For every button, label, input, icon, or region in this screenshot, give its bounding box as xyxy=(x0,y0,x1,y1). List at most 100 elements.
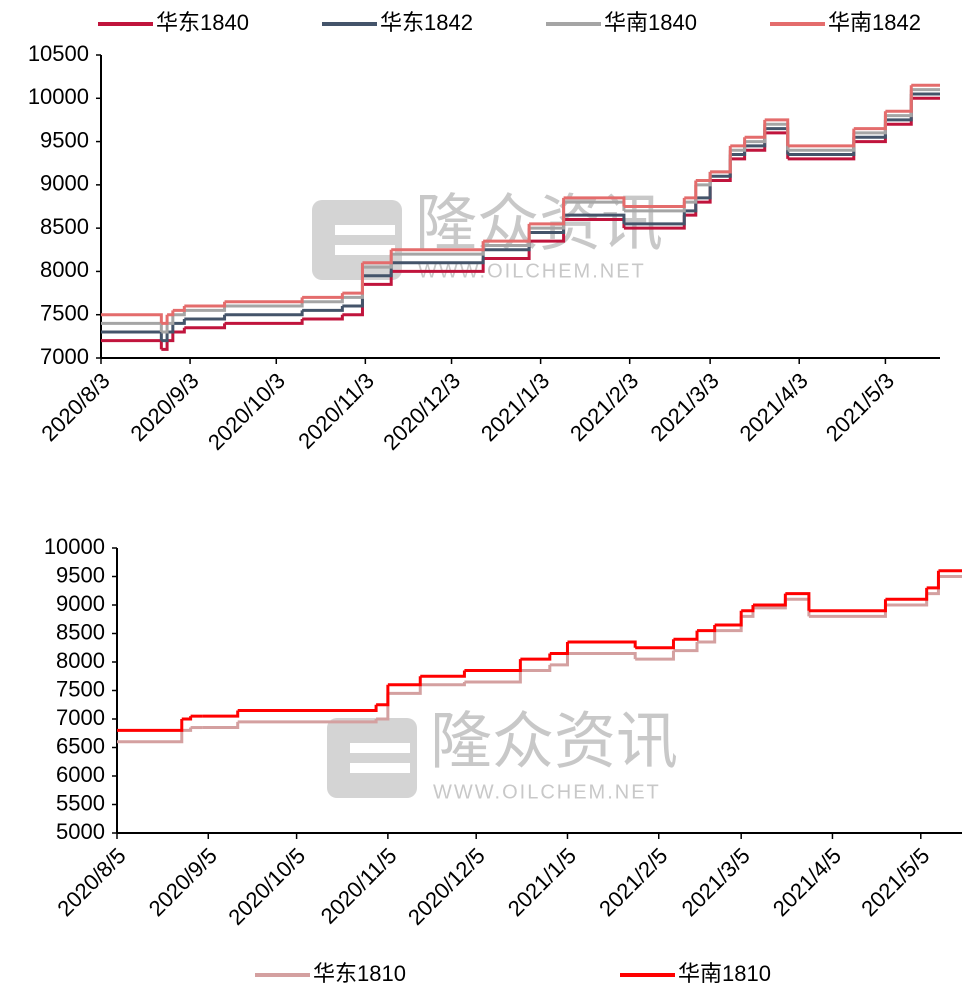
y-tick-label: 5500 xyxy=(56,790,105,815)
line-step xyxy=(635,650,675,661)
line-step xyxy=(673,642,699,653)
line-step xyxy=(684,180,698,200)
line-step xyxy=(520,664,552,673)
line-step xyxy=(464,670,522,684)
legend-label: 华东1810 xyxy=(313,961,406,986)
line-step xyxy=(853,115,887,135)
x-tick-label: 2020/9/5 xyxy=(144,843,222,921)
line-step xyxy=(420,681,466,687)
line-step xyxy=(172,319,186,325)
x-tick-label: 2020/10/5 xyxy=(223,843,310,930)
line-step xyxy=(172,327,186,334)
line-step xyxy=(342,284,364,317)
line-step xyxy=(744,124,767,144)
y-tick-label: 7500 xyxy=(56,676,105,701)
y-tick-label: 6500 xyxy=(56,733,105,758)
line-step xyxy=(808,599,887,613)
y-tick-label: 8000 xyxy=(40,257,89,282)
line-step xyxy=(161,314,169,325)
line-step xyxy=(926,576,940,596)
watermark-logo-cut xyxy=(335,225,395,235)
y-tick-label: 9500 xyxy=(56,562,105,587)
x-tick-label: 2021/3/3 xyxy=(646,368,724,446)
line-step xyxy=(167,332,175,343)
y-tick-label: 8500 xyxy=(40,214,89,239)
line-step xyxy=(224,319,304,325)
line-step xyxy=(172,306,186,312)
watermark-logo-cut xyxy=(350,743,410,753)
x-tick-label: 2021/4/5 xyxy=(768,843,846,921)
line-step xyxy=(673,630,699,641)
line-step xyxy=(237,719,378,724)
legend-label: 华南1842 xyxy=(828,10,921,35)
line-step xyxy=(520,653,552,661)
line-step xyxy=(101,330,163,341)
line-step xyxy=(623,197,686,208)
line-step xyxy=(184,314,227,321)
line-step xyxy=(302,293,344,299)
legend-label: 华东1840 xyxy=(156,10,249,35)
line-step xyxy=(529,197,566,226)
x-tick-label: 2021/2/5 xyxy=(594,843,672,921)
line-step xyxy=(764,118,790,146)
line-step xyxy=(695,171,712,183)
y-tick-label: 10000 xyxy=(44,534,105,559)
line-step xyxy=(376,684,390,707)
line-step xyxy=(387,684,422,695)
line-step xyxy=(623,210,686,226)
line-step xyxy=(744,119,767,139)
line-step xyxy=(635,639,675,650)
line-step xyxy=(885,587,929,601)
y-tick-label: 7000 xyxy=(40,344,89,369)
line-step xyxy=(237,704,378,712)
y-tick-label: 7000 xyxy=(56,705,105,730)
line-step xyxy=(161,332,169,343)
line-step xyxy=(184,301,227,308)
line-step xyxy=(302,306,344,312)
watermark-logo-cut xyxy=(335,245,395,255)
line-step xyxy=(161,340,169,351)
x-tick-label: 2021/3/5 xyxy=(677,843,755,921)
line-step xyxy=(483,223,531,243)
line-step xyxy=(167,314,175,325)
line-step xyxy=(567,651,637,660)
line-step xyxy=(567,640,637,648)
line-step xyxy=(117,719,184,732)
line-step xyxy=(161,323,169,334)
x-tick-label: 2021/5/5 xyxy=(856,843,934,921)
x-tick-label: 2021/5/3 xyxy=(821,368,899,446)
line-step xyxy=(202,721,240,730)
line-step xyxy=(167,323,175,334)
y-tick-label: 10000 xyxy=(28,84,89,109)
x-tick-label: 2021/4/3 xyxy=(735,368,813,446)
legend-label: 华南1840 xyxy=(604,10,697,35)
line-step xyxy=(926,570,940,590)
line-step xyxy=(342,262,364,295)
watermark-url: WWW.OILCHEM.NET xyxy=(433,781,661,803)
x-tick-label: 2020/9/3 xyxy=(125,368,203,446)
line-step xyxy=(224,310,304,317)
y-tick-label: 8000 xyxy=(56,648,105,673)
line-step xyxy=(549,642,569,655)
line-step xyxy=(787,128,856,148)
line-step xyxy=(684,184,698,204)
line-step xyxy=(224,297,304,304)
line-step xyxy=(563,196,626,207)
y-tick-label: 5000 xyxy=(56,819,105,844)
line-step xyxy=(181,716,193,721)
line-step xyxy=(117,730,184,744)
line-step xyxy=(563,213,626,224)
line-step xyxy=(785,597,811,617)
line-step xyxy=(710,145,732,174)
line-step xyxy=(362,249,393,265)
x-tick-label: 2021/1/5 xyxy=(503,843,581,921)
y-tick-label: 8500 xyxy=(56,619,105,644)
line-step xyxy=(730,137,747,148)
y-tick-label: 6000 xyxy=(56,762,105,787)
line-step xyxy=(785,592,811,611)
line-step xyxy=(181,727,193,732)
line-step xyxy=(549,653,569,667)
y-tick-label: 9000 xyxy=(56,591,105,616)
line-step xyxy=(684,202,698,217)
